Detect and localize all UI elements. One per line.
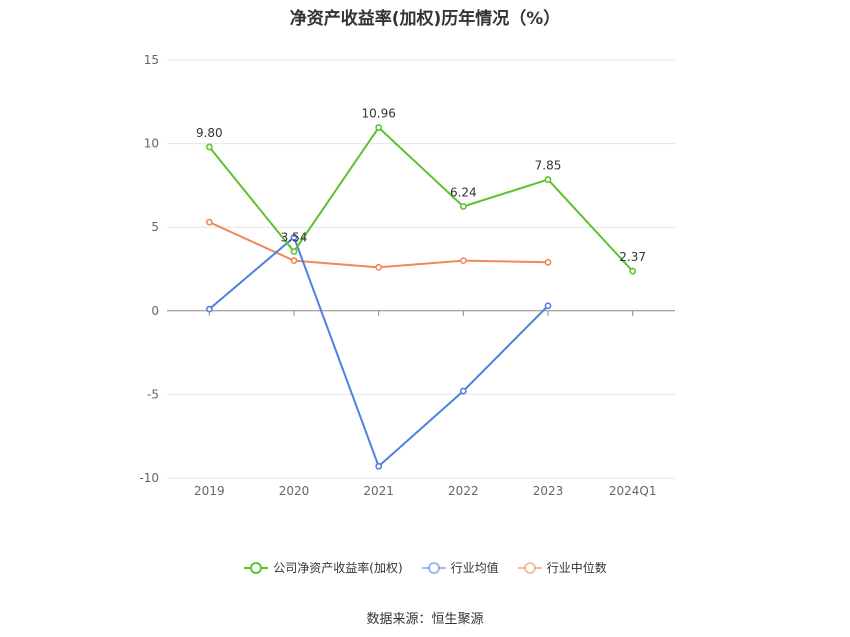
data-point-2 bbox=[459, 257, 467, 265]
legend-swatch-icon bbox=[517, 561, 542, 574]
legend-swatch-icon bbox=[421, 561, 446, 574]
x-tick-label: 2019 bbox=[194, 484, 225, 498]
data-label: 2.37 bbox=[619, 250, 646, 264]
data-label: 6.24 bbox=[450, 185, 477, 199]
legend: 公司净资产收益率(加权) 行业均值 行业中位数 bbox=[0, 559, 850, 576]
legend-label: 行业均值 bbox=[450, 561, 499, 575]
data-point-1 bbox=[205, 305, 213, 313]
y-tick-label: 0 bbox=[151, 304, 159, 318]
data-label: 7.85 bbox=[535, 159, 562, 173]
data-label: 9.80 bbox=[196, 126, 223, 140]
x-tick-label: 2022 bbox=[448, 484, 479, 498]
data-source: 数据来源：恒生聚源 bbox=[366, 612, 484, 627]
legend-item-2[interactable]: 行业中位数 bbox=[517, 559, 607, 576]
data-point-1 bbox=[375, 462, 383, 470]
data-point-0 bbox=[205, 143, 213, 151]
data-point-0 bbox=[459, 203, 467, 210]
data-point-0 bbox=[290, 248, 298, 256]
y-tick-label: 10 bbox=[144, 137, 159, 151]
y-tick-label: -5 bbox=[147, 387, 159, 401]
data-point-1 bbox=[290, 233, 298, 241]
x-tick-label: 2020 bbox=[279, 484, 310, 498]
data-point-0 bbox=[629, 267, 637, 275]
data-point-0 bbox=[544, 176, 552, 183]
chart-title: 净资产收益率(加权)历年情况（%） bbox=[289, 9, 561, 29]
data-point-2 bbox=[290, 257, 298, 265]
legend-label: 行业中位数 bbox=[546, 561, 607, 575]
data-label: 3.54 bbox=[281, 231, 308, 245]
data-point-1 bbox=[459, 387, 467, 395]
data-point-2 bbox=[205, 218, 213, 226]
y-tick-label: 15 bbox=[144, 53, 159, 67]
data-label: 10.96 bbox=[361, 107, 395, 121]
data-point-0 bbox=[375, 124, 383, 131]
legend-item-1[interactable]: 行业均值 bbox=[421, 559, 499, 576]
data-point-2 bbox=[544, 258, 552, 266]
data-point-1 bbox=[544, 302, 552, 310]
legend-label: 公司净资产收益率(加权) bbox=[273, 561, 403, 575]
series-line-2 bbox=[208, 221, 549, 269]
legend-swatch-icon bbox=[244, 561, 269, 574]
x-tick-label: 2024Q1 bbox=[609, 484, 657, 498]
y-tick-label: 5 bbox=[151, 220, 159, 234]
x-tick-label: 2023 bbox=[533, 484, 564, 498]
series-line-0 bbox=[208, 126, 634, 272]
x-tick-label: 2021 bbox=[363, 484, 394, 498]
series-line-1 bbox=[208, 235, 549, 469]
data-point-2 bbox=[375, 263, 383, 271]
y-tick-label: -10 bbox=[139, 471, 159, 485]
legend-item-0[interactable]: 公司净资产收益率(加权) bbox=[243, 559, 403, 576]
